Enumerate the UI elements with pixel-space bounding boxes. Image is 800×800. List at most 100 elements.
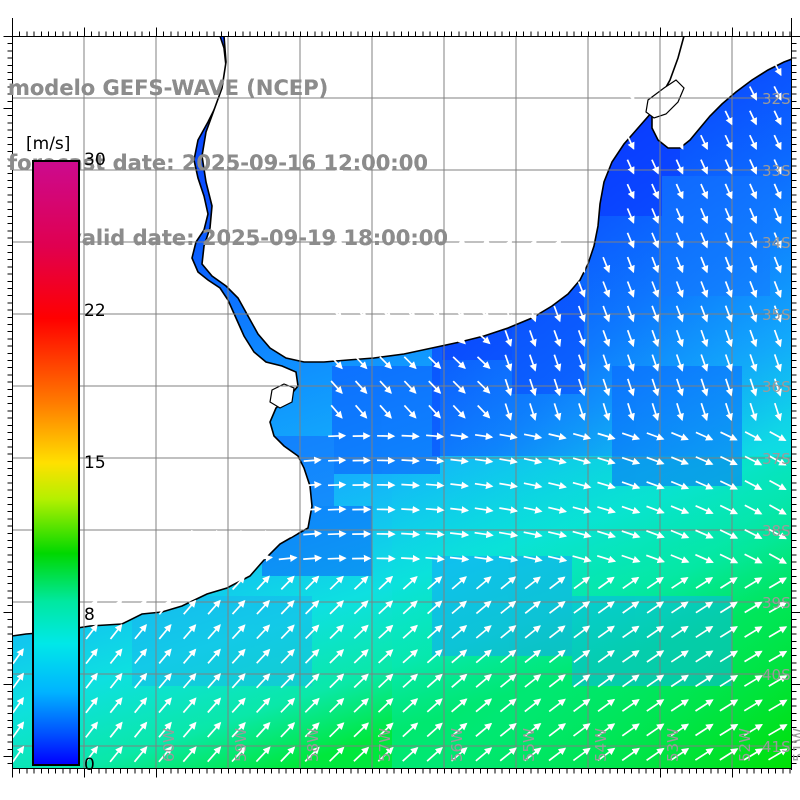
wind-arrow [670, 650, 689, 663]
wind-arrow [427, 186, 442, 196]
wind-arrow [158, 672, 172, 689]
wind-arrow [403, 161, 418, 172]
wind-arrow [354, 161, 369, 172]
wind-arrow [504, 354, 513, 372]
wind-arrow [626, 183, 635, 200]
wind-arrow [523, 555, 543, 563]
wind-arrow [724, 378, 733, 397]
wind-arrow [451, 673, 468, 688]
wind-arrow [499, 432, 518, 441]
wind-arrow [354, 307, 368, 320]
wind-arrow [500, 600, 517, 615]
wind-arrow [427, 210, 442, 221]
wind-arrow [403, 307, 417, 320]
wind-arrow [330, 234, 344, 246]
wind-arrow [671, 601, 689, 614]
wind-arrow [330, 186, 344, 196]
wind-arrow [132, 554, 151, 562]
wind-arrow [621, 505, 641, 514]
wind-arrow [675, 208, 684, 224]
wind-arrow [499, 674, 517, 688]
wind-arrow [500, 576, 517, 590]
wind-arrow [474, 506, 494, 514]
wind-arrow [256, 599, 271, 615]
wind-arrow [744, 504, 763, 515]
wind-arrow [528, 354, 537, 372]
wind-arrow [85, 575, 98, 591]
wind-arrow [773, 378, 782, 397]
wind-arrow [597, 506, 616, 514]
wind-arrow [452, 331, 466, 345]
wind-arrow [749, 280, 758, 298]
wind-arrow [452, 356, 466, 370]
wind-arrow [651, 305, 660, 323]
wind-arrow [626, 281, 635, 298]
wind-arrow [330, 161, 344, 172]
wind-arrow [700, 183, 709, 200]
wind-arrow [646, 530, 665, 539]
wind-arrow [724, 402, 733, 422]
lat-label-38S: 38S [762, 522, 791, 540]
colorbar[interactable] [32, 160, 80, 766]
wind-arrow [426, 746, 443, 762]
wind-arrow [744, 480, 763, 490]
wind-arrow [425, 505, 445, 514]
wind-arrow [597, 747, 616, 762]
map-plot-area[interactable] [12, 36, 792, 768]
wind-arrow [626, 159, 635, 175]
wind-arrow [158, 721, 172, 738]
wind-arrow [768, 724, 788, 736]
wind-arrow [597, 649, 615, 663]
title-model: modelo GEFS-WAVE (NCEP) [8, 76, 329, 100]
wind-arrow [773, 232, 782, 249]
wind-arrow [304, 648, 320, 664]
wind-arrow [724, 256, 733, 274]
wind-arrow [675, 159, 684, 175]
wind-arrow [651, 354, 660, 372]
wind-arrow [744, 528, 763, 540]
wind-arrow [719, 699, 739, 712]
wind-arrow [622, 576, 640, 590]
wind-arrow [577, 330, 586, 347]
wind-arrow [719, 674, 739, 688]
wind-arrow [330, 307, 344, 320]
wind-arrow [769, 455, 787, 466]
wind-arrow [749, 159, 758, 175]
wind-arrow [378, 600, 394, 615]
wind-arrow [548, 674, 566, 688]
wind-arrow [602, 305, 611, 323]
wind-arrow [651, 183, 660, 200]
wind-arrow [158, 746, 172, 763]
wind-arrow [477, 380, 491, 394]
colorbar-tick-15: 15 [84, 453, 106, 473]
wind-arrow [719, 650, 739, 663]
wind-arrow [773, 159, 782, 175]
wind-arrow [724, 329, 733, 348]
wind-arrow [768, 504, 787, 515]
wind-arrow [773, 134, 782, 151]
wind-arrow [773, 207, 782, 225]
wind-arrow [626, 232, 635, 249]
wind-arrow [329, 722, 345, 738]
wind-arrow [773, 354, 782, 372]
wind-arrow [255, 746, 271, 763]
wind-arrow [427, 234, 442, 246]
wind-arrow [724, 159, 733, 175]
wind-arrow [646, 674, 665, 688]
wind-arrow [327, 481, 347, 489]
lat-label-36S: 36S [762, 378, 791, 396]
wind-arrow [547, 555, 568, 563]
wind-arrow [327, 505, 347, 514]
wind-arrow [182, 648, 197, 664]
wind-arrow [719, 529, 739, 539]
wind-arrow [499, 747, 517, 762]
wind-arrow [379, 210, 393, 221]
wind-arrow [379, 259, 393, 271]
wind-arrow [329, 600, 344, 615]
wind-arrow [476, 356, 491, 370]
wind-arrow [548, 432, 567, 441]
wind-arrow [695, 625, 714, 639]
wind-arrow [602, 330, 611, 347]
wind-arrow [572, 457, 592, 465]
wind-arrow [403, 404, 417, 419]
